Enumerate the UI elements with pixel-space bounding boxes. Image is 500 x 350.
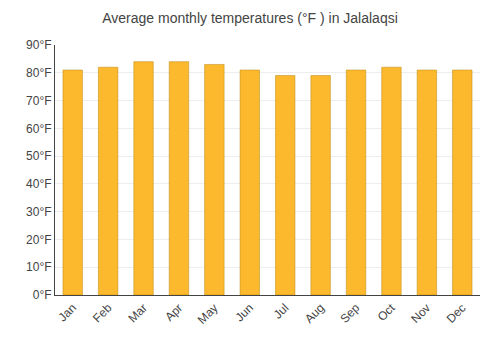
svg-text:Mar: Mar xyxy=(125,301,150,326)
svg-text:Aug: Aug xyxy=(302,301,327,326)
svg-text:Jun: Jun xyxy=(233,301,257,325)
svg-text:80°F: 80°F xyxy=(26,66,51,80)
svg-text:Dec: Dec xyxy=(444,301,469,326)
svg-text:Nov: Nov xyxy=(408,301,433,326)
svg-text:Apr: Apr xyxy=(162,301,185,324)
svg-text:0°F: 0°F xyxy=(33,288,52,302)
svg-text:40°F: 40°F xyxy=(26,177,51,191)
svg-text:10°F: 10°F xyxy=(26,260,51,274)
svg-text:May: May xyxy=(195,301,221,327)
svg-text:Average monthly temperatures (: Average monthly temperatures (°F ) in Ja… xyxy=(102,10,398,26)
svg-text:Jul: Jul xyxy=(271,301,292,322)
svg-text:Feb: Feb xyxy=(90,301,115,326)
svg-text:50°F: 50°F xyxy=(26,149,51,163)
svg-text:20°F: 20°F xyxy=(26,233,51,247)
svg-text:Sep: Sep xyxy=(337,301,362,326)
svg-text:90°F: 90°F xyxy=(26,38,51,52)
svg-text:Jan: Jan xyxy=(55,301,79,325)
svg-text:70°F: 70°F xyxy=(26,94,51,108)
svg-text:60°F: 60°F xyxy=(26,122,51,136)
svg-text:Oct: Oct xyxy=(375,300,399,324)
svg-text:30°F: 30°F xyxy=(26,205,51,219)
